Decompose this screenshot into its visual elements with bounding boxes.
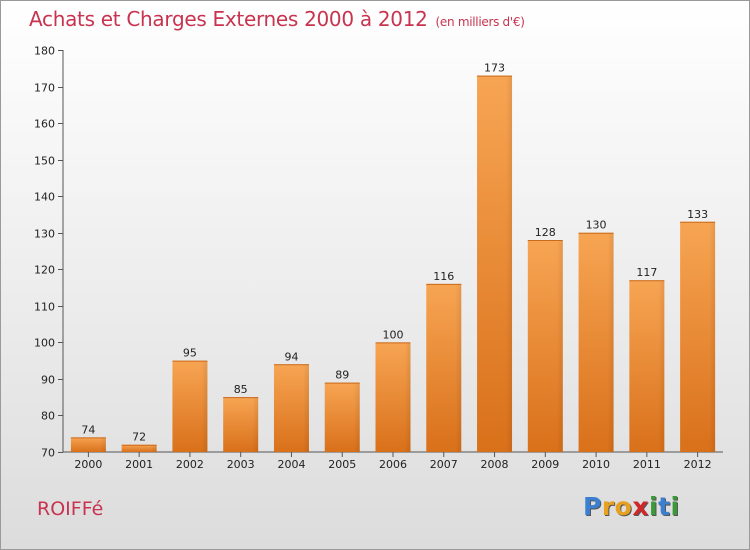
x-tick-label: 2006 [379,458,407,471]
data-label: 95 [183,347,197,360]
x-tick-label: 2005 [328,458,356,471]
bar [121,444,157,452]
data-label: 74 [81,423,95,436]
logo-letter: P [583,492,602,521]
data-label: 133 [687,208,708,221]
x-tick-label: 2001 [125,458,153,471]
city-name: ROIFFé [37,498,104,520]
bar-shade [709,221,716,452]
y-tick-label: 70 [41,447,55,460]
bar-shade [455,283,462,452]
bar-shade [556,240,563,452]
y-tick-label: 100 [34,337,55,350]
data-label: 173 [484,62,505,75]
bar-shade [99,437,106,452]
x-tick-label: 2003 [227,458,255,471]
data-label: 100 [383,328,404,341]
y-tick-label: 180 [34,45,55,58]
bar-shade [201,360,208,452]
chart-title-text: Achats et Charges Externes 2000 à 2012 [29,7,428,31]
data-label: 128 [535,226,556,239]
data-label: 117 [636,266,657,279]
proxiti-logo: Proxiti [583,492,680,521]
x-tick-label: 2002 [176,458,204,471]
bar-shade [150,444,157,452]
bars [70,75,716,452]
logo-letter: x [632,492,649,521]
bar-shade [607,232,614,452]
bar [70,437,106,452]
bar-shade [658,280,665,452]
logo-letter: i [670,492,680,521]
x-tick-label: 2000 [74,458,102,471]
y-tick-label: 150 [34,155,55,168]
bar-shade [252,397,259,452]
chart-title: Achats et Charges Externes 2000 à 2012 (e… [29,7,525,31]
y-tick-label: 170 [34,82,55,95]
logo-letter: r [601,492,615,521]
x-tick-label: 2004 [277,458,305,471]
chart-subtitle: (en milliers d'€) [435,15,525,29]
data-label: 89 [335,369,349,382]
y-tick-label: 130 [34,228,55,241]
x-tick-label: 2011 [633,458,661,471]
x-tick-label: 2010 [582,458,610,471]
bar-shade [506,75,513,452]
data-label: 85 [234,383,248,396]
bar-shade [353,382,360,452]
x-tick-label: 2012 [684,458,712,471]
x-tick-label: 2008 [481,458,509,471]
bar-shade [302,364,309,452]
bar-shade [404,342,411,452]
x-tick-label: 2009 [531,458,559,471]
logo-letter: t [658,492,671,521]
data-label: 72 [132,431,146,444]
data-label: 130 [586,219,607,232]
logo-letter: o [614,492,633,521]
y-tick-label: 140 [34,191,55,204]
value-labels: 74 72 95 85 94 89 100 116 173 128 130 117 133 [81,62,708,444]
y-tick-label: 80 [41,410,55,423]
axes: 70 80 90 100 110 120 130 140 150 160 170 180 2000 200… [34,45,723,471]
y-tick-label: 120 [34,264,55,277]
y-tick-label: 90 [41,374,55,387]
data-label: 94 [284,350,298,363]
data-label: 116 [433,270,454,283]
y-tick-label: 110 [34,301,55,314]
y-tick-label: 160 [34,118,55,131]
x-tick-label: 2007 [430,458,458,471]
logo-letter: i [649,492,659,521]
